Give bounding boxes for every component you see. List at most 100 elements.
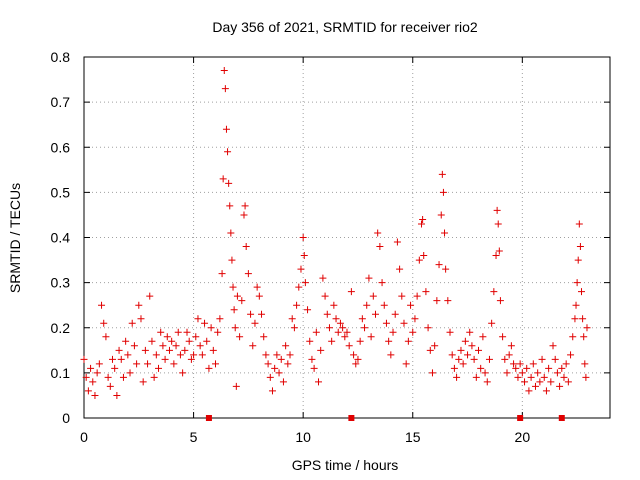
- data-point: [490, 288, 498, 296]
- data-point: [230, 306, 238, 314]
- data-point: [581, 360, 589, 368]
- data-point: [387, 351, 395, 359]
- data-point: [319, 274, 327, 282]
- data-point: [542, 387, 550, 395]
- data-point: [225, 179, 233, 187]
- data-point: [367, 333, 375, 341]
- data-point: [328, 337, 336, 345]
- data-point: [503, 369, 511, 377]
- data-point: [290, 324, 298, 332]
- data-point: [438, 170, 446, 178]
- data-point: [479, 333, 487, 341]
- y-tick-label: 0.8: [51, 49, 71, 65]
- y-axis-label: SRMTID / TECUs: [7, 183, 23, 293]
- data-point: [266, 373, 274, 381]
- data-point: [435, 261, 443, 269]
- x-tick-label: 20: [515, 429, 531, 445]
- data-point: [345, 342, 353, 350]
- data-point: [560, 373, 568, 381]
- x-tick-label: 0: [80, 429, 88, 445]
- data-point: [472, 373, 480, 381]
- ticks: [83, 56, 610, 419]
- gap-marker: [348, 415, 355, 421]
- data-point: [573, 279, 581, 287]
- data-point: [444, 297, 452, 305]
- data-point: [165, 346, 173, 354]
- data-point: [564, 378, 572, 386]
- data-point: [163, 333, 171, 341]
- x-tick-label: 5: [190, 429, 198, 445]
- data-point: [398, 292, 406, 300]
- data-point: [253, 283, 261, 291]
- data-point: [350, 351, 358, 359]
- data-point: [323, 310, 331, 318]
- data-point: [135, 301, 143, 309]
- data-point: [459, 360, 467, 368]
- data-point: [518, 369, 526, 377]
- data-point: [201, 319, 209, 327]
- data-point: [231, 324, 239, 332]
- data-point: [404, 337, 412, 345]
- data-point: [481, 369, 489, 377]
- data-point: [363, 301, 371, 309]
- data-point: [562, 360, 570, 368]
- data-point: [251, 319, 259, 327]
- data-point: [354, 355, 362, 363]
- data-point: [279, 378, 287, 386]
- data-point: [299, 234, 307, 241]
- y-tick-label: 0.1: [51, 365, 71, 381]
- data-point: [453, 373, 461, 381]
- data-point: [232, 382, 240, 390]
- data-point: [242, 243, 250, 251]
- data-point: [91, 391, 99, 399]
- data-point: [441, 229, 449, 237]
- data-point: [181, 346, 189, 354]
- data-point: [567, 351, 575, 359]
- data-point: [244, 270, 252, 278]
- data-point: [216, 315, 224, 323]
- data-point: [304, 306, 312, 314]
- data-point: [80, 355, 88, 363]
- data-point: [407, 301, 415, 309]
- data-point: [241, 202, 249, 210]
- data-point: [549, 342, 557, 350]
- data-point: [516, 360, 524, 368]
- data-point: [157, 328, 165, 336]
- data-point: [343, 328, 351, 336]
- data-point: [374, 229, 382, 237]
- data-point: [221, 85, 229, 93]
- data-point: [556, 382, 564, 390]
- data-point: [437, 211, 445, 219]
- y-tick-label: 0.3: [51, 275, 71, 291]
- data-point: [293, 301, 301, 309]
- data-point: [485, 355, 493, 363]
- data-point: [128, 319, 136, 327]
- data-point: [159, 342, 167, 350]
- data-point: [582, 373, 590, 381]
- data-point: [284, 360, 292, 368]
- data-point: [130, 342, 138, 350]
- data-point: [229, 283, 237, 291]
- data-point: [470, 355, 478, 363]
- data-point: [255, 292, 263, 300]
- scatter-series-rio2: [80, 67, 591, 399]
- data-point: [306, 337, 314, 345]
- data-point: [93, 369, 101, 377]
- data-point: [187, 355, 195, 363]
- data-point: [330, 301, 338, 309]
- data-point: [371, 310, 379, 318]
- data-point: [365, 274, 373, 282]
- data-point: [580, 333, 588, 341]
- data-point: [196, 342, 204, 350]
- data-point: [514, 373, 522, 381]
- data-point: [475, 346, 482, 354]
- data-point: [98, 301, 106, 309]
- data-point: [505, 351, 513, 359]
- data-point: [418, 220, 426, 228]
- data-point: [247, 310, 255, 318]
- data-point: [190, 351, 198, 359]
- data-point: [380, 301, 388, 309]
- data-point: [553, 369, 561, 377]
- data-point: [115, 346, 123, 354]
